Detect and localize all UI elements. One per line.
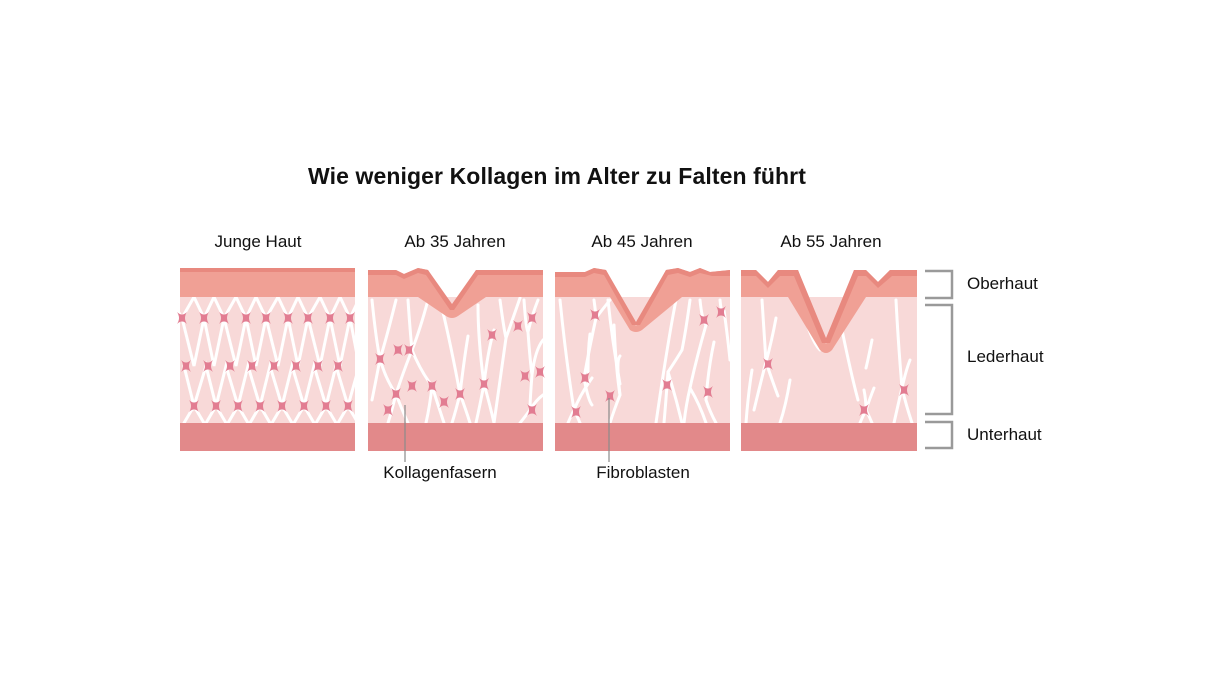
panel-label-ab-45: Ab 45 Jahren [591, 232, 693, 251]
bracket-lederhaut [925, 303, 954, 416]
subcutis-layer [555, 423, 730, 451]
layer-label-lederhaut: Lederhaut [967, 347, 1044, 366]
epidermis-layer [180, 268, 355, 297]
panel-label-junge-haut: Junge Haut [214, 232, 302, 251]
callout-lines [404, 398, 610, 462]
epidermis-layer [741, 270, 917, 353]
bracket-oberhaut [925, 269, 954, 300]
epidermis-layer [368, 268, 543, 318]
panel-label-ab-35: Ab 35 Jahren [404, 232, 506, 251]
subcutis-layer [741, 423, 917, 451]
panel-ab-45 [555, 268, 730, 451]
layer-label-oberhaut: Oberhaut [967, 274, 1038, 293]
panel-ab-35 [368, 268, 545, 451]
subcutis-layer [180, 423, 355, 451]
callout-label-fibroblasten: Fibroblasten [596, 463, 690, 482]
panel-label-ab-55: Ab 55 Jahren [780, 232, 882, 251]
diagram-title: Wie weniger Kollagen im Alter zu Falten … [308, 163, 806, 189]
bracket-unterhaut [925, 420, 954, 450]
panel-ab-55 [741, 270, 917, 451]
panel-junge-haut [177, 268, 355, 451]
layer-label-unterhaut: Unterhaut [967, 425, 1042, 444]
subcutis-layer [368, 423, 543, 451]
epidermis-layer [555, 268, 730, 332]
callout-label-kollagenfasern: Kollagenfasern [383, 463, 497, 482]
layer-brackets [925, 269, 954, 450]
